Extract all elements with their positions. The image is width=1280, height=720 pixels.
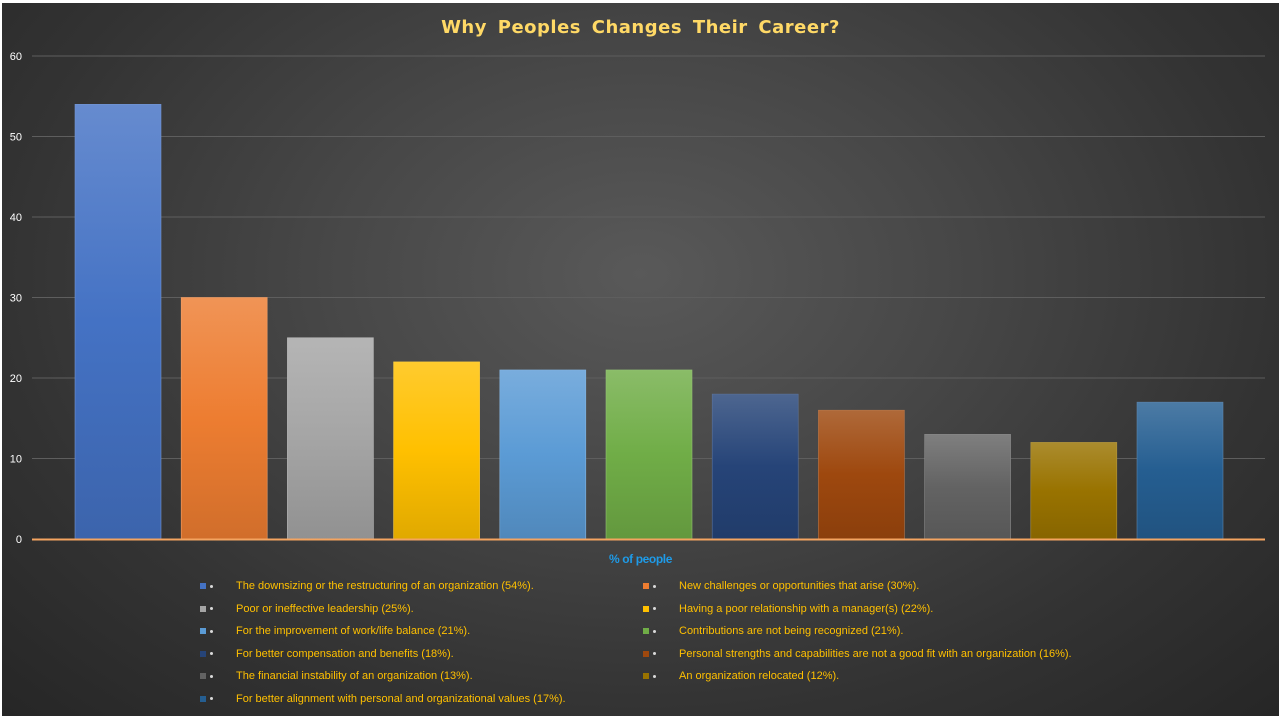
legend-swatch (643, 673, 649, 679)
legend-item: An organization relocated (12%). (643, 667, 839, 685)
legend-item: Having a poor relationship with a manage… (643, 600, 933, 618)
bar-8 (818, 409, 905, 540)
legend-label: New challenges or opportunities that ari… (679, 580, 920, 592)
bars (74, 104, 1224, 540)
legend-item: For the improvement of work/life balance… (200, 622, 470, 640)
legend-swatch (643, 628, 649, 634)
legend-swatch (643, 605, 649, 612)
bar-5 (499, 369, 587, 540)
legend-swatch (200, 695, 206, 702)
bar-2 (180, 297, 268, 540)
legend-label: An organization relocated (12%). (679, 670, 840, 682)
legend-swatch (643, 583, 649, 589)
legend-item: The financial instability of an organiza… (200, 667, 473, 685)
legend-bullet-icon (210, 697, 213, 700)
legend-bullet-icon (653, 652, 656, 655)
chart-area: Why Peoples Changes Their Career? 0 10 20 3… (2, 3, 1279, 716)
legend-bullet-icon (653, 607, 656, 610)
legend-item: For better compensation and benefits (18… (200, 645, 454, 663)
y-tick-label: 40 (10, 212, 22, 224)
bar-9 (924, 434, 1011, 540)
legend-label: For better alignment with personal and o… (236, 692, 566, 705)
x-axis-title: % of people (609, 552, 672, 566)
legend-bullet-icon (653, 674, 656, 678)
legend-bullet-icon (210, 652, 213, 655)
legend-item: Personal strengths and capabilities are … (643, 645, 1072, 663)
legend-swatch (200, 650, 206, 657)
legend-label: The financial instability of an organiza… (236, 670, 473, 682)
legend-swatch (643, 650, 649, 657)
bar-3 (287, 337, 374, 540)
legend-bullet-icon (210, 607, 213, 610)
legend-item: Contributions are not being recognized (… (643, 622, 903, 640)
legend-label: Poor or ineffective leadership (25%). (236, 602, 414, 615)
legend-item: The downsizing or the restructuring of a… (200, 577, 534, 595)
legend-label: Personal strengths and capabilities are … (679, 647, 1072, 660)
plot-area: 0 10 20 30 40 50 60 (10, 51, 1265, 546)
legend-bullet-icon (210, 674, 213, 678)
bar-11 (1136, 401, 1224, 540)
bar-6 (605, 369, 693, 540)
y-tick-label: 50 (10, 132, 22, 144)
legend-swatch (200, 628, 206, 634)
bar-10 (1030, 442, 1118, 540)
legend-bullet-icon (210, 629, 213, 633)
bar-7 (711, 393, 799, 540)
legend-item: New challenges or opportunities that ari… (643, 577, 919, 595)
legend-swatch (200, 673, 206, 679)
legend-swatch (200, 605, 206, 612)
legend-label: Contributions are not being recognized (… (679, 625, 904, 637)
legend-item: Poor or ineffective leadership (25%). (200, 600, 414, 618)
y-axis-ticks: 0 10 20 30 40 50 60 (10, 51, 22, 546)
y-tick-label: 0 (16, 534, 22, 546)
legend-label: Having a poor relationship with a manage… (679, 602, 934, 615)
legend-label: For better compensation and benefits (18… (236, 647, 454, 660)
legend-swatch (200, 583, 206, 589)
bar-1 (74, 104, 162, 540)
y-tick-label: 20 (10, 373, 22, 385)
chart-title: Why Peoples Changes Their Career? (441, 17, 840, 38)
y-tick-label: 60 (10, 51, 22, 63)
y-tick-label: 10 (10, 454, 22, 466)
legend-item: For better alignment with personal and o… (200, 690, 566, 708)
legend-label: The downsizing or the restructuring of a… (236, 580, 534, 592)
legend-label: For the improvement of work/life balance… (236, 625, 471, 637)
legend-bullet-icon (653, 629, 656, 633)
legend-bullet-icon (653, 584, 656, 588)
y-tick-label: 30 (10, 293, 22, 305)
legend-bullet-icon (210, 584, 213, 588)
bar-4 (393, 361, 480, 540)
